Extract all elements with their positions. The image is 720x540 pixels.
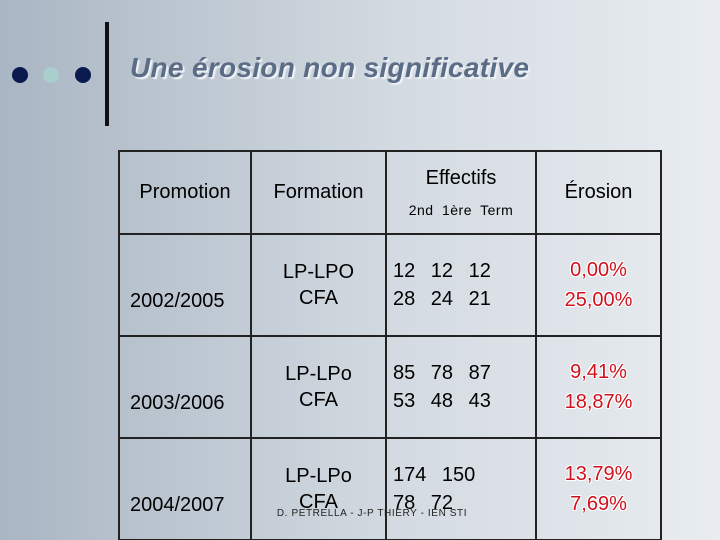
effectifs-line: 28 24 21: [393, 288, 491, 310]
effectifs-cell: 174 150 78 72: [385, 437, 537, 540]
effectifs-line: 78 72: [393, 492, 454, 514]
effectifs-line: 12 12 12: [393, 260, 491, 282]
header-cell: Promotion: [118, 150, 252, 235]
divider: [105, 22, 109, 126]
slide-title: Une érosion non significative: [130, 52, 530, 83]
header-cell: Érosion: [535, 150, 662, 235]
footer: D. PETRELLA - J-P THIERY - IEN STI: [276, 508, 468, 519]
effectifs-line: 53 48 43: [393, 390, 491, 412]
erosion-cell: 13,79% 7,69%: [535, 437, 662, 540]
formation-line: LP-LPO: [282, 261, 355, 283]
formation-line: CFA: [299, 287, 338, 309]
formation-line: LP-LPo: [285, 465, 352, 487]
formation-cell: LP-LPo CFA: [250, 437, 387, 540]
effectifs-line: 174 150: [393, 464, 476, 486]
erosion-cell: 0,00% 25,00%: [535, 233, 662, 337]
table-row: 2003/2006 LP-LPo CFA 85 78 87 53 48 43 9,41% 1…: [118, 335, 662, 439]
erosion-line: 9,41%: [570, 361, 627, 383]
header-text: Effectifs: [425, 167, 497, 189]
effectifs-cell: 85 78 87 53 48 43: [385, 335, 537, 439]
promotion-cell: 2004/2007: [118, 437, 252, 540]
formation-cell: LP-LPo CFA: [250, 335, 387, 439]
formation-line: CFA: [299, 389, 338, 411]
header-row: Promotion Formation Effectifs 2nd 1ère Te…: [118, 150, 662, 235]
formation-cell: LP-LPO CFA: [250, 233, 387, 337]
bullet-dot: [75, 67, 91, 83]
effectifs-line: 85 78 87: [393, 362, 491, 384]
header-cell: Formation: [250, 150, 387, 235]
sub-header: 2nd 1ère Term: [408, 202, 514, 218]
formation-line: LP-LPo: [285, 363, 352, 385]
formation-line: CFA: [299, 491, 338, 513]
table-row: 2002/2005 LP-LPO CFA 12 12 12 28 24 21 0,00% 2…: [118, 233, 662, 337]
promotion-cell: 2002/2005: [118, 233, 252, 337]
bullet-dot: [12, 67, 28, 83]
header-cell: Effectifs 2nd 1ère Term: [385, 150, 537, 235]
promotion-cell: 2003/2006: [118, 335, 252, 439]
erosion-line: 7,69%: [570, 493, 627, 515]
erosion-line: 18,87%: [564, 391, 633, 413]
erosion-line: 25,00%: [564, 289, 633, 311]
erosion-line: 13,79%: [564, 463, 633, 485]
erosion-cell: 9,41% 18,87%: [535, 335, 662, 439]
table: Promotion Formation Effectifs 2nd 1ère Te…: [118, 150, 662, 540]
erosion-line: 0,00%: [570, 259, 627, 281]
effectifs-cell: 12 12 12 28 24 21: [385, 233, 537, 337]
table-row: 2004/2007 LP-LPo CFA 174 150 78 72 13,79% 7,69…: [118, 437, 662, 540]
bullet-dot: [43, 67, 59, 83]
